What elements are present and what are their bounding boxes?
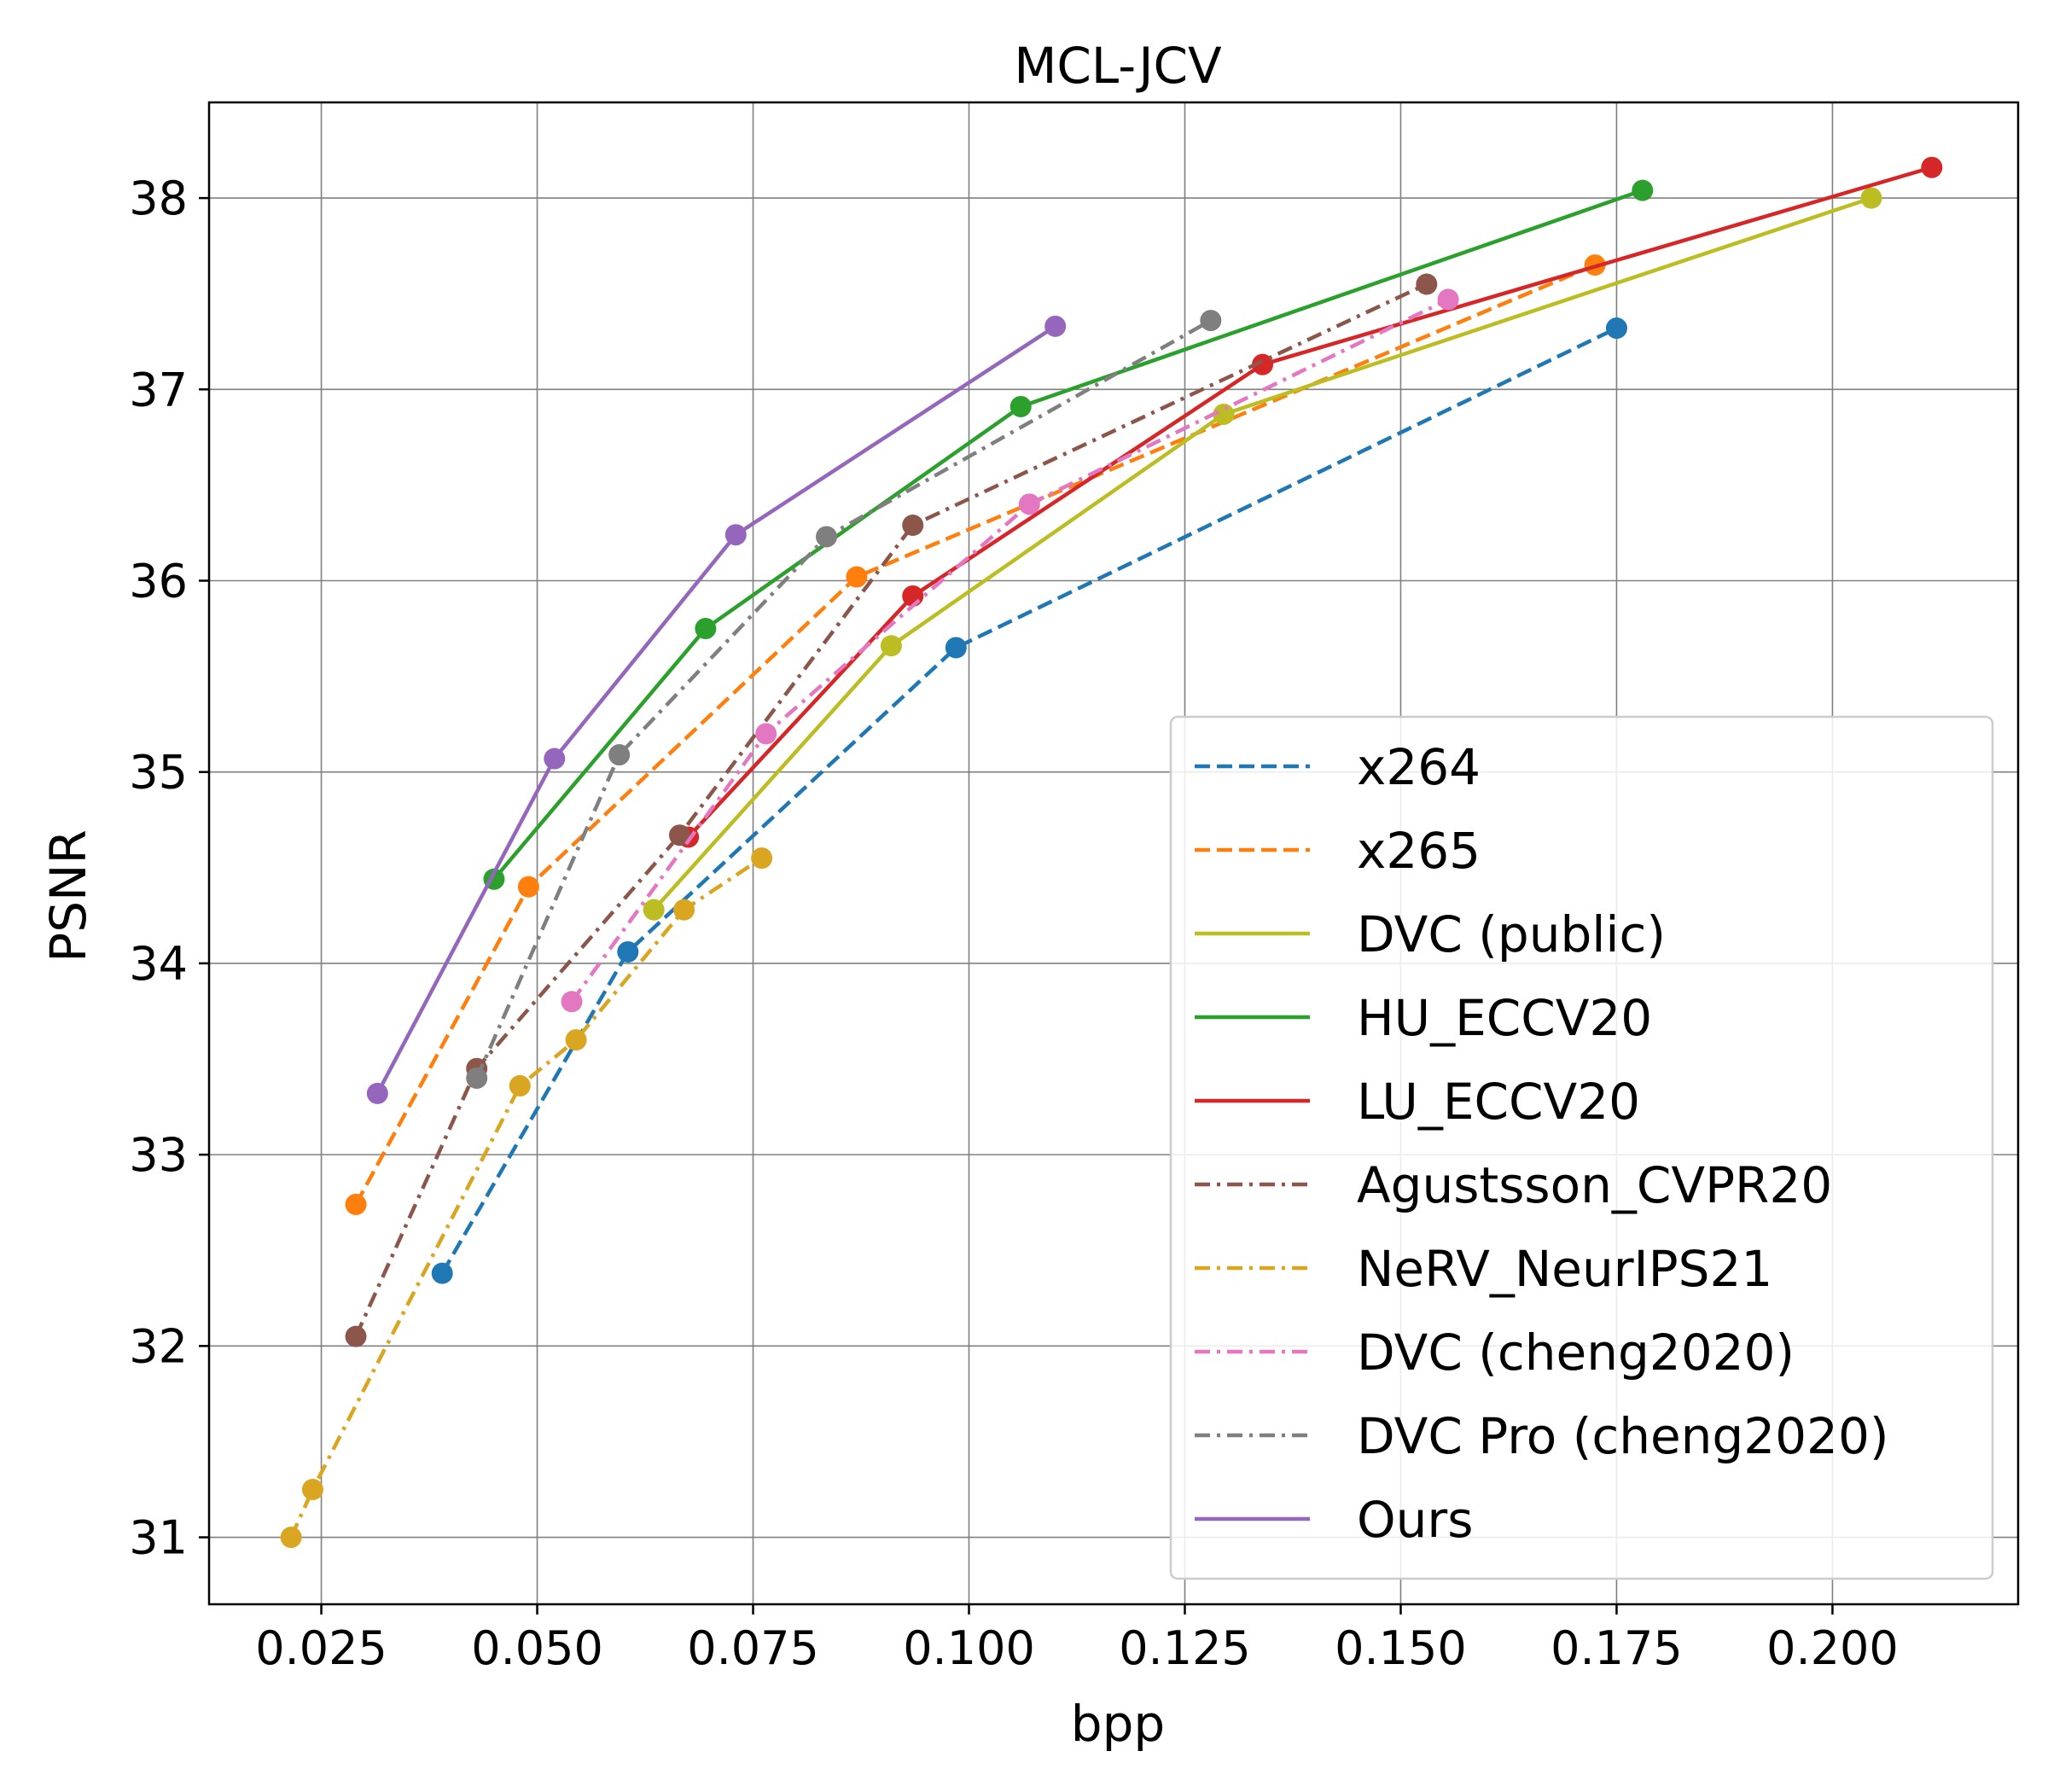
legend-label: x264 <box>1357 738 1481 796</box>
legend-label: DVC Pro (cheng2020) <box>1357 1407 1888 1465</box>
data-point <box>669 824 691 847</box>
legend-label: DVC (cheng2020) <box>1357 1324 1795 1382</box>
x-tick-label: 0.050 <box>471 1621 603 1675</box>
x-tick-label: 0.150 <box>1335 1621 1467 1675</box>
axis-ticks: 0.025 0.050 0.075 0.100 0.125 0.150 0.175 0.200… <box>129 172 1898 1675</box>
data-point <box>617 940 639 963</box>
data-point <box>565 1029 587 1051</box>
series-dvc-pro-cheng2020 <box>466 310 1222 1089</box>
data-point <box>1213 403 1235 425</box>
chart-title: MCL-JCV <box>1014 37 1222 95</box>
data-point <box>345 1193 367 1215</box>
data-point <box>724 524 747 546</box>
x-tick-label: 0.025 <box>255 1621 387 1675</box>
data-point <box>945 637 967 659</box>
legend-item-dvc-cheng2020: DVC (cheng2020) <box>1195 1324 1795 1382</box>
series-nerv-neurips21 <box>280 847 773 1549</box>
data-point <box>1437 288 1459 311</box>
plot-series <box>280 156 1943 1549</box>
data-point <box>280 1527 302 1549</box>
data-point <box>673 899 695 921</box>
legend-item-agustsson-cvpr20: Agustsson_CVPR20 <box>1195 1156 1832 1214</box>
plot-frame <box>207 101 2020 1606</box>
data-point <box>643 899 665 921</box>
data-point <box>561 991 583 1013</box>
series-line <box>440 326 1618 1275</box>
data-point <box>1044 315 1067 337</box>
data-point <box>755 723 777 745</box>
legend-item-dvc-pro-cheng2020: DVC Pro (cheng2020) <box>1195 1407 1888 1465</box>
data-point <box>544 748 566 770</box>
data-point <box>816 526 838 548</box>
series-ours <box>366 315 1067 1104</box>
legend-item-x264: x264 <box>1195 738 1481 796</box>
data-point <box>751 847 773 870</box>
series-line <box>353 282 1428 1338</box>
data-point <box>608 744 631 766</box>
data-point <box>466 1067 488 1089</box>
data-point <box>902 514 924 536</box>
data-point <box>431 1262 453 1284</box>
data-point <box>880 635 902 657</box>
x-axis-label: bpp <box>1071 1695 1165 1753</box>
data-point <box>509 1074 531 1097</box>
legend-item-hu-eccv20: HU_ECCV20 <box>1195 989 1652 1047</box>
legend-box <box>1169 715 1994 1580</box>
legend-item-nerv-neurips21: NeRV_NeurIPS21 <box>1195 1240 1772 1298</box>
y-axis-label: PSNR <box>39 829 97 962</box>
x-tick-label: 0.200 <box>1766 1621 1899 1675</box>
series-line <box>686 166 1933 839</box>
data-point <box>301 1478 323 1500</box>
legend-label: HU_ECCV20 <box>1357 989 1652 1047</box>
series-line <box>354 263 1597 1206</box>
data-point <box>1252 353 1274 375</box>
legend-item-lu-eccv20: LU_ECCV20 <box>1195 1073 1640 1131</box>
legend-label: DVC (public) <box>1357 905 1666 963</box>
data-point <box>1605 317 1627 340</box>
series-dvc-cheng2020 <box>561 288 1459 1013</box>
x-tick-label: 0.100 <box>903 1621 1035 1675</box>
x-tick-label: 0.125 <box>1119 1621 1251 1675</box>
series-line <box>375 324 1056 1095</box>
y-tick-label: 38 <box>129 172 188 225</box>
series-dvc-public <box>643 187 1882 921</box>
legend-label: Ours <box>1357 1491 1473 1549</box>
data-point <box>1416 273 1438 295</box>
data-point <box>1860 187 1882 209</box>
series-x264 <box>431 317 1627 1284</box>
x-tick-label: 0.075 <box>687 1621 819 1675</box>
legend-item-dvc-public: DVC (public) <box>1195 905 1666 963</box>
data-point <box>1009 395 1032 417</box>
legend: x264 x265 DVC (public) HU_ECCV20 LU_ECCV20 Ag… <box>1169 715 1994 1580</box>
y-tick-label: 36 <box>129 555 188 608</box>
data-point <box>366 1082 388 1104</box>
x-tick-label: 0.175 <box>1551 1621 1683 1675</box>
legend-label: NeRV_NeurIPS21 <box>1357 1240 1772 1298</box>
data-point <box>1200 310 1222 332</box>
data-point <box>1921 156 1943 178</box>
data-point <box>1632 179 1654 201</box>
legend-item-x265: x265 <box>1195 822 1481 880</box>
y-tick-label: 33 <box>129 1128 188 1182</box>
y-tick-label: 37 <box>129 363 188 416</box>
legend-item-ours: Ours <box>1195 1491 1473 1549</box>
y-tick-label: 31 <box>129 1511 188 1565</box>
legend-label: Agustsson_CVPR20 <box>1357 1156 1832 1214</box>
data-point <box>345 1325 367 1347</box>
data-point <box>695 618 717 640</box>
series-line <box>652 195 1872 911</box>
series-line <box>570 297 1450 1004</box>
data-point <box>1018 493 1040 515</box>
data-point <box>517 876 539 898</box>
data-point <box>846 566 868 588</box>
y-tick-label: 35 <box>129 746 188 800</box>
legend-label: x265 <box>1357 822 1481 880</box>
series-line <box>474 318 1212 1079</box>
legend-label: LU_ECCV20 <box>1357 1073 1640 1131</box>
y-tick-label: 34 <box>129 937 188 991</box>
y-tick-label: 32 <box>129 1319 188 1373</box>
